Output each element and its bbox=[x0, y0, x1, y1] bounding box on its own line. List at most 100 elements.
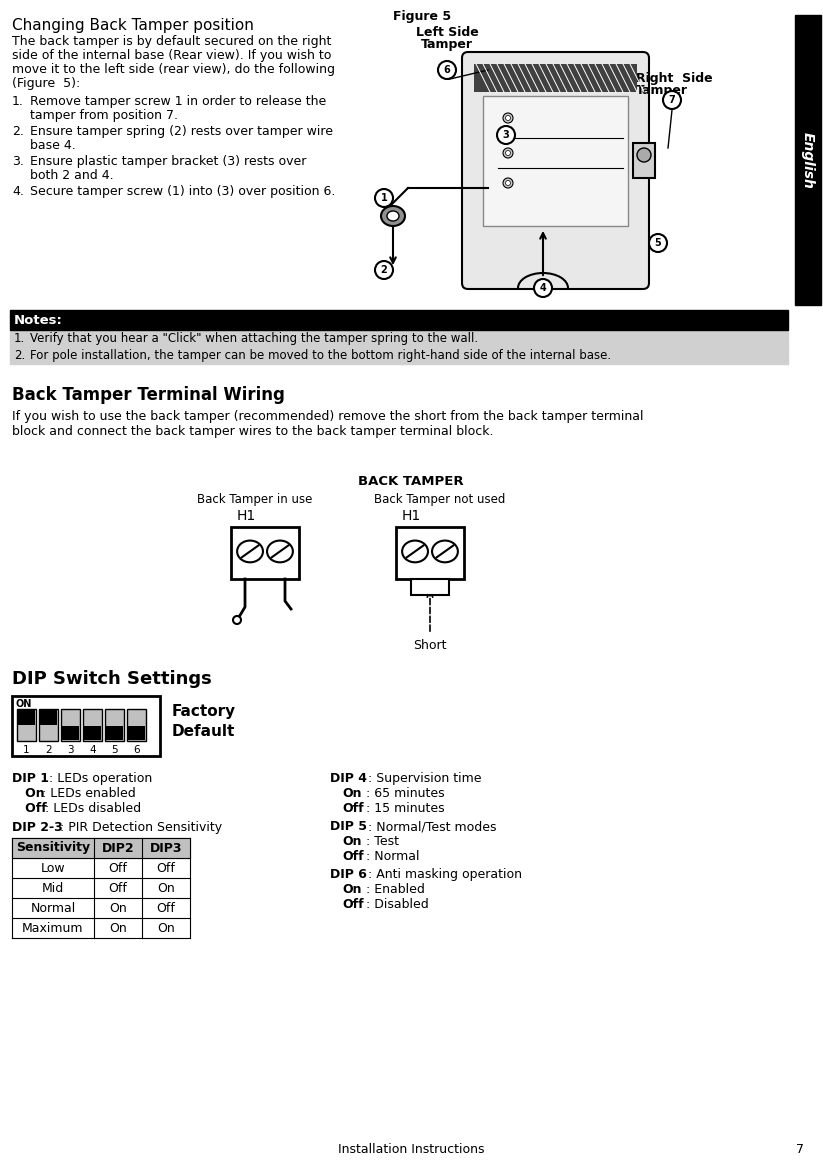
Text: Ensure plastic tamper bracket (3) rests over: Ensure plastic tamper bracket (3) rests … bbox=[30, 155, 306, 168]
Text: BACK TAMPER: BACK TAMPER bbox=[358, 474, 464, 488]
Bar bbox=[474, 64, 637, 92]
Text: Secure tamper screw (1) into (3) over position 6.: Secure tamper screw (1) into (3) over po… bbox=[30, 184, 336, 198]
Text: : Normal/Test modes: : Normal/Test modes bbox=[368, 820, 496, 833]
Text: On: On bbox=[342, 883, 361, 896]
Text: : Enabled: : Enabled bbox=[366, 883, 425, 896]
Text: base 4.: base 4. bbox=[30, 139, 76, 152]
Text: tamper from position 7.: tamper from position 7. bbox=[30, 109, 178, 122]
Text: On: On bbox=[342, 835, 361, 848]
Text: 2.: 2. bbox=[14, 349, 26, 362]
Bar bbox=[62, 726, 79, 740]
Bar bbox=[12, 838, 190, 858]
Text: 3: 3 bbox=[67, 745, 74, 755]
Text: 5: 5 bbox=[654, 238, 662, 248]
Text: Off: Off bbox=[156, 862, 175, 875]
Text: 1.: 1. bbox=[12, 95, 24, 108]
Text: DIP 4: DIP 4 bbox=[330, 773, 367, 785]
Text: Back Tamper Terminal Wiring: Back Tamper Terminal Wiring bbox=[12, 386, 285, 404]
Text: Figure 5: Figure 5 bbox=[393, 10, 451, 23]
FancyBboxPatch shape bbox=[462, 52, 649, 289]
Text: On: On bbox=[342, 786, 361, 800]
Text: side of the internal base (Rear view). If you wish to: side of the internal base (Rear view). I… bbox=[12, 49, 332, 61]
Text: DIP3: DIP3 bbox=[150, 841, 182, 855]
Text: On: On bbox=[157, 882, 174, 894]
Circle shape bbox=[438, 61, 456, 79]
Text: 5: 5 bbox=[111, 745, 118, 755]
Text: Left Side: Left Side bbox=[416, 26, 478, 39]
Text: : Disabled: : Disabled bbox=[366, 898, 429, 911]
Bar bbox=[106, 726, 123, 740]
Text: : LEDs operation: : LEDs operation bbox=[49, 773, 152, 785]
Circle shape bbox=[375, 189, 393, 206]
Bar bbox=[84, 726, 101, 740]
Bar bbox=[10, 329, 788, 347]
Text: 7: 7 bbox=[796, 1143, 804, 1157]
Text: 1: 1 bbox=[380, 193, 388, 203]
Bar bbox=[411, 579, 449, 595]
Text: Figure 5: Figure 5 bbox=[526, 313, 584, 326]
Text: Remove tamper screw 1 in order to release the: Remove tamper screw 1 in order to releas… bbox=[30, 95, 326, 108]
Circle shape bbox=[505, 181, 510, 186]
Text: 4.: 4. bbox=[12, 184, 24, 198]
Text: ON: ON bbox=[16, 699, 32, 709]
Text: Off: Off bbox=[109, 862, 128, 875]
Bar bbox=[127, 709, 146, 741]
Text: Tamper: Tamper bbox=[421, 38, 473, 51]
Text: Off: Off bbox=[342, 898, 364, 911]
Text: 2: 2 bbox=[45, 745, 52, 755]
Text: 7: 7 bbox=[668, 95, 676, 106]
Circle shape bbox=[503, 113, 513, 123]
Text: H1: H1 bbox=[237, 509, 256, 523]
Bar bbox=[396, 527, 464, 579]
Circle shape bbox=[503, 177, 513, 188]
Text: : LEDs disabled: : LEDs disabled bbox=[45, 802, 141, 815]
Ellipse shape bbox=[381, 206, 405, 226]
Text: Ensure tamper spring (2) rests over tamper wire: Ensure tamper spring (2) rests over tamp… bbox=[30, 125, 333, 138]
Text: Changing Back Tamper position: Changing Back Tamper position bbox=[12, 19, 253, 32]
Text: (Figure  5):: (Figure 5): bbox=[12, 77, 81, 90]
Circle shape bbox=[503, 148, 513, 158]
Text: On: On bbox=[109, 921, 127, 935]
Text: 6: 6 bbox=[444, 65, 450, 75]
Text: : Test: : Test bbox=[366, 835, 399, 848]
Text: English: English bbox=[801, 131, 815, 188]
Circle shape bbox=[534, 280, 552, 297]
Text: DIP 5: DIP 5 bbox=[330, 820, 367, 833]
Bar bbox=[10, 310, 788, 329]
Circle shape bbox=[663, 90, 681, 109]
Text: On: On bbox=[12, 786, 44, 800]
Ellipse shape bbox=[402, 541, 428, 563]
Ellipse shape bbox=[387, 211, 399, 222]
Text: : LEDs enabled: : LEDs enabled bbox=[42, 786, 136, 800]
Bar bbox=[483, 96, 628, 226]
Text: H1: H1 bbox=[402, 509, 421, 523]
Circle shape bbox=[505, 116, 510, 121]
Circle shape bbox=[637, 148, 651, 162]
Bar bbox=[18, 710, 35, 725]
Text: Verify that you hear a "Click" when attaching the tamper spring to the wall.: Verify that you hear a "Click" when atta… bbox=[30, 332, 478, 345]
Text: For pole installation, the tamper can be moved to the bottom right-hand side of : For pole installation, the tamper can be… bbox=[30, 349, 611, 362]
Bar bbox=[795, 15, 821, 305]
Text: Sensitivity: Sensitivity bbox=[16, 841, 90, 855]
Text: Default: Default bbox=[172, 724, 235, 739]
Ellipse shape bbox=[432, 541, 458, 563]
Text: Factory: Factory bbox=[172, 704, 236, 719]
Text: 1: 1 bbox=[23, 745, 30, 755]
Text: On: On bbox=[157, 921, 174, 935]
Text: Mid: Mid bbox=[42, 882, 64, 894]
Text: move it to the left side (rear view), do the following: move it to the left side (rear view), do… bbox=[12, 63, 335, 77]
Text: block and connect the back tamper wires to the back tamper terminal block.: block and connect the back tamper wires … bbox=[12, 425, 494, 438]
Bar bbox=[61, 709, 80, 741]
Text: Off: Off bbox=[156, 901, 175, 914]
Text: Off: Off bbox=[109, 882, 128, 894]
Text: Maximum: Maximum bbox=[22, 921, 84, 935]
Text: 3.: 3. bbox=[12, 155, 24, 168]
Text: DIP 6: DIP 6 bbox=[330, 868, 367, 880]
Bar bbox=[83, 709, 102, 741]
Bar bbox=[10, 347, 788, 364]
Bar bbox=[40, 710, 57, 725]
Bar bbox=[105, 709, 124, 741]
Circle shape bbox=[497, 126, 515, 144]
Text: If you wish to use the back tamper (recommended) remove the short from the back : If you wish to use the back tamper (reco… bbox=[12, 409, 644, 423]
Text: 4: 4 bbox=[89, 745, 95, 755]
